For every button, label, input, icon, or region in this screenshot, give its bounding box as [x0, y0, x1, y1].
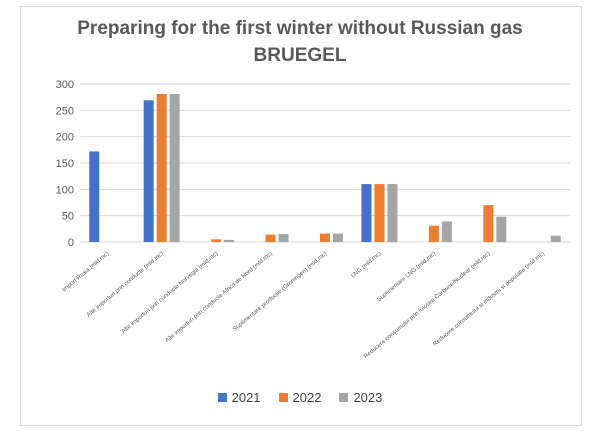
bar-2021 — [143, 100, 154, 243]
legend-label: 2023 — [353, 390, 383, 405]
bar-2022 — [320, 233, 330, 242]
x-tick-label: Alte importuri prin conducte Norvegia (m… — [121, 251, 220, 335]
legend-item: 2022 — [278, 390, 322, 405]
chart-title: Preparing for the first winter without R… — [77, 18, 523, 39]
bar-2021 — [89, 151, 100, 242]
bar-2023 — [278, 234, 289, 242]
legend-swatch — [339, 393, 349, 402]
legend-swatch — [217, 393, 227, 402]
x-tick-label: Import Rusia (mld.mc) — [61, 251, 110, 294]
y-tick-label: 150 — [56, 158, 74, 170]
x-tick-label: Alte importuri prin conducte Africa de N… — [164, 251, 273, 344]
x-tick-label: Suplimentare LNG (mld.mc) — [376, 251, 437, 303]
legend-label: 2022 — [292, 390, 322, 405]
legend-swatch — [278, 393, 288, 402]
bar-2023 — [169, 94, 180, 242]
y-tick-label: 0 — [68, 237, 74, 249]
x-tick-label: Suplimentare productie (Groningen) (mld.… — [232, 251, 328, 333]
bar-2023 — [224, 239, 235, 242]
legend-item: 2021 — [217, 390, 261, 405]
bar-2022 — [483, 205, 494, 242]
bar-2023 — [333, 233, 343, 242]
y-tick-label: 250 — [56, 105, 74, 117]
bar-2021 — [361, 184, 372, 242]
y-tick-label: 200 — [56, 132, 74, 144]
x-tick-label: Reducere consumului si industrii si popu… — [432, 251, 546, 348]
y-tick-label: 50 — [62, 211, 74, 223]
bar-2022 — [211, 239, 222, 242]
chart-legend: 2021 2022 2023 — [0, 390, 600, 405]
y-tick-label: 100 — [56, 184, 74, 196]
legend-label: 2021 — [231, 390, 261, 405]
bar-2022 — [374, 184, 385, 242]
bar-2022 — [428, 225, 439, 242]
x-tick-label: Reducere consumului prin folosire Carbun… — [363, 251, 492, 360]
bar-2023 — [550, 235, 561, 242]
bar-2022 — [265, 234, 276, 242]
legend-item: 2023 — [339, 390, 382, 405]
bar-2023 — [441, 221, 452, 242]
bar-2023 — [387, 184, 398, 242]
bar-2023 — [496, 216, 507, 242]
y-tick-label: 300 — [56, 79, 74, 91]
chart-subtitle: BRUEGEL — [253, 45, 347, 66]
bar-2022 — [156, 94, 167, 242]
x-tick-label: LNG (mld.mc) — [350, 251, 382, 280]
